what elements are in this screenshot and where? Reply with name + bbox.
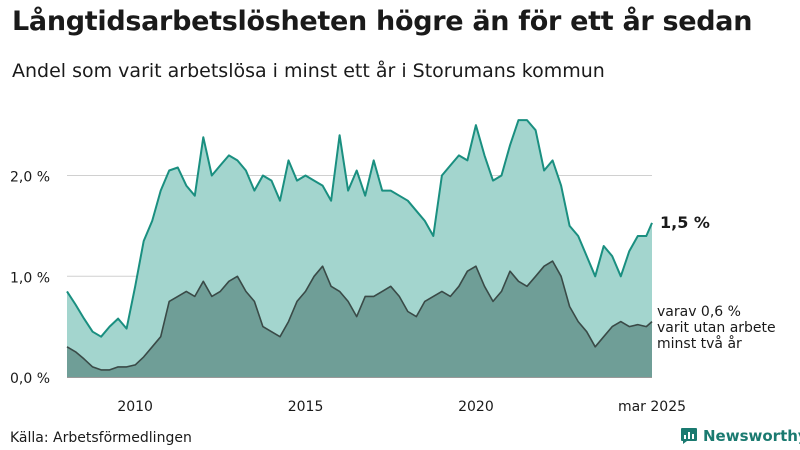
sub-series-area bbox=[67, 261, 652, 377]
x-tick-label: mar 2025 bbox=[618, 399, 686, 415]
sub-end-label-line: varav 0,6 % bbox=[657, 304, 741, 320]
x-tick-label: 2015 bbox=[288, 399, 324, 415]
x-tick-label: 2010 bbox=[117, 399, 153, 415]
source-note: Källa: Arbetsförmedlingen bbox=[10, 430, 192, 446]
sub-series-line bbox=[66, 260, 653, 371]
y-tick-label: 0,0 % bbox=[10, 371, 50, 387]
axis-labels: 0,0 % 1,0 % 2,0 % 2010 2015 2020 mar 2025 bbox=[10, 170, 686, 415]
x-tick-label: 2020 bbox=[458, 399, 494, 415]
y-tick-label: 1,0 % bbox=[10, 270, 50, 286]
sub-end-label-line: minst två år bbox=[657, 335, 742, 352]
brand-logo: Newsworthy bbox=[680, 427, 800, 445]
total-series-line bbox=[66, 119, 653, 338]
total-end-label: 1,5 % bbox=[660, 213, 710, 232]
brand-name: Newsworthy bbox=[703, 427, 800, 445]
page-title: Långtidsarbetslösheten högre än för ett … bbox=[12, 6, 753, 37]
chart-areas bbox=[66, 119, 653, 377]
y-tick-label: 2,0 % bbox=[10, 170, 50, 186]
newsworthy-logo-icon bbox=[681, 428, 697, 444]
page-subtitle: Andel som varit arbetslösa i minst ett å… bbox=[12, 60, 605, 82]
sub-end-label-line: varit utan arbete bbox=[657, 320, 776, 336]
